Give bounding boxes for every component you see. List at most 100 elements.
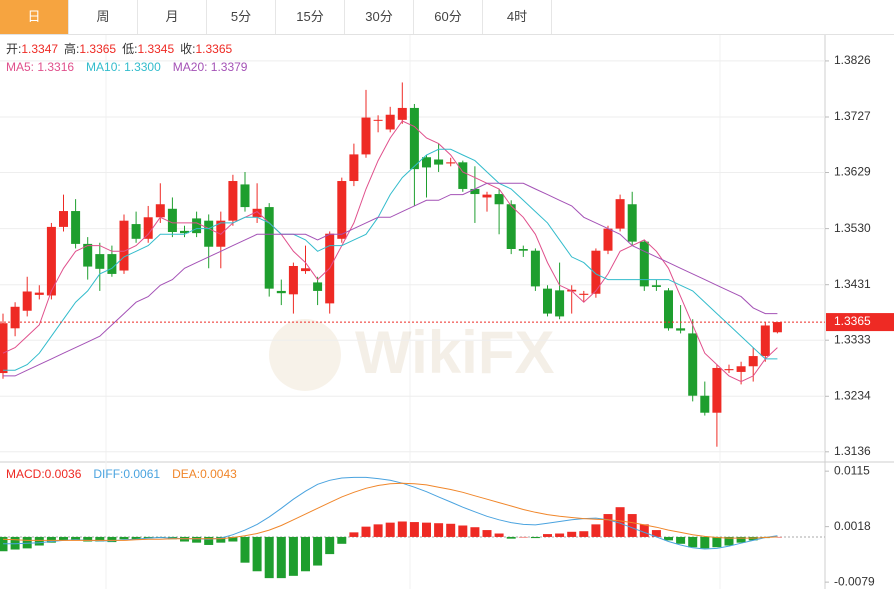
candle-body (301, 268, 310, 272)
y-tick-label: 0.0115 (834, 463, 870, 477)
candle-body (264, 207, 274, 289)
period-tabs: 日周月 5分 15分 30分 60分 4时 (0, 0, 894, 35)
macd-bar (494, 533, 504, 537)
macd-bar (180, 536, 189, 542)
macd-bar (83, 536, 93, 542)
macd-bar (434, 523, 444, 537)
y-tick-label: 0.0018 (834, 519, 871, 533)
macd-bar (288, 536, 298, 576)
macd-bar (59, 536, 68, 541)
macd-bar (349, 532, 359, 537)
macd-bar (10, 536, 20, 550)
y-tick-label: 1.3629 (834, 165, 871, 179)
macd-bar (71, 536, 81, 540)
ma-line (2, 120, 778, 383)
ohlc-label: 开: (6, 42, 21, 56)
candle-body (748, 356, 758, 367)
candle-body (83, 243, 93, 267)
macd-bar (228, 536, 238, 542)
candle-body (627, 204, 637, 242)
macd-line (3, 476, 778, 550)
period-tab[interactable]: 15分 (276, 0, 345, 34)
y-tick-label: 1.3333 (834, 332, 871, 346)
macd-bar (422, 522, 431, 537)
macd-bar (385, 522, 395, 537)
y-tick-label: 1.3530 (834, 221, 871, 235)
candle-body (603, 228, 613, 251)
candle-body (482, 194, 492, 198)
macd-bar (46, 536, 56, 543)
candle-body (385, 114, 395, 130)
candle-body (240, 184, 250, 208)
candle-body (518, 249, 528, 251)
candle-body (724, 369, 734, 371)
watermark-group: WikiFX (269, 319, 554, 391)
macd-bar (22, 536, 32, 549)
period-tab[interactable]: 30分 (345, 0, 414, 34)
ohlc-value: 1.3345 (137, 42, 174, 56)
candle-body (204, 220, 214, 247)
watermark: WikiFX (355, 319, 554, 386)
candle-body (397, 107, 407, 120)
macd-bar (325, 536, 335, 555)
candle-body (736, 366, 746, 372)
candle-body (579, 293, 589, 295)
legend-item: MA10: 1.3300 (86, 60, 161, 74)
macd-bar (458, 525, 468, 537)
candle-body (59, 211, 68, 227)
candle-body (615, 199, 625, 229)
candle-body (434, 159, 444, 165)
macd-bar (603, 514, 613, 537)
candle-body (155, 204, 165, 218)
macd-bar (506, 536, 516, 539)
candle-body (167, 208, 177, 233)
ma-legend: MA5: 1.3316 MA10: 1.3300 MA20: 1.3379 (6, 60, 248, 74)
period-tab[interactable]: 周 (69, 0, 138, 34)
macd-bar (107, 536, 117, 543)
candle-body (470, 188, 480, 195)
candle-body (506, 204, 516, 249)
candle-body (349, 154, 359, 182)
candle-body (373, 119, 383, 121)
macd-bar (143, 536, 153, 539)
candle-body (107, 254, 117, 274)
candle-body (337, 181, 347, 239)
macd-bar (627, 514, 637, 537)
macd-bar (724, 536, 734, 546)
candle-body (228, 181, 238, 221)
macd-bar (543, 534, 552, 537)
macd-bar (530, 536, 540, 539)
macd-bar (95, 536, 105, 542)
macd-bar (337, 536, 347, 544)
candle-body (772, 322, 782, 333)
macd-bar (34, 536, 44, 546)
candle-body (131, 224, 141, 239)
candle-body (95, 254, 105, 269)
ohlc-info: 开:1.3347 高:1.3365 低:1.3345 收:1.3365 (6, 41, 233, 56)
macd-bar (264, 536, 274, 579)
candle-body (760, 325, 770, 357)
candle-body (34, 292, 44, 295)
period-tab[interactable]: 月 (138, 0, 207, 34)
candle-body (543, 288, 552, 314)
last-price-box (826, 313, 894, 332)
macd-bar (591, 524, 601, 537)
macd-bar (301, 536, 310, 572)
macd-bar (409, 522, 419, 537)
candle-body (192, 218, 202, 234)
candle-body (71, 211, 81, 244)
period-tab[interactable]: 5分 (207, 0, 276, 34)
macd-bar (131, 536, 141, 540)
period-tab[interactable]: 日 (0, 0, 69, 34)
ohlc-value: 1.3365 (195, 42, 232, 56)
macd-bar (518, 536, 528, 538)
macd-bar (240, 536, 250, 563)
macd-bar (192, 536, 202, 543)
legend-item: DEA:0.0043 (172, 467, 237, 481)
y-tick-label: 1.3826 (834, 53, 871, 67)
macd-bar (664, 536, 673, 541)
period-tab[interactable]: 4时 (483, 0, 552, 34)
candle-body (591, 250, 601, 294)
period-tab[interactable]: 60分 (414, 0, 483, 34)
